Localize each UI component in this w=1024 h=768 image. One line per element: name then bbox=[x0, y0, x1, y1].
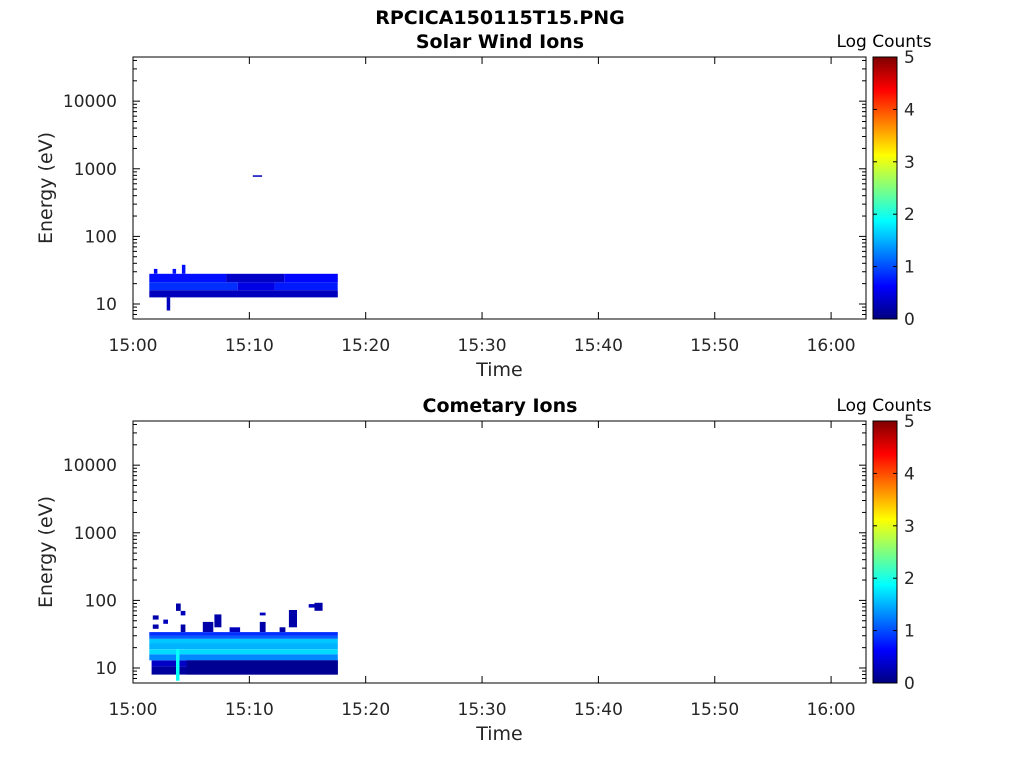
colorbar-label: Log Counts bbox=[836, 396, 931, 416]
y-tick-label: 10 bbox=[95, 295, 117, 315]
heatmap-cell bbox=[163, 619, 168, 624]
heatmap-cell bbox=[180, 624, 186, 633]
colorbar-tick-label: 3 bbox=[904, 517, 915, 537]
heatmap-cell bbox=[152, 615, 159, 620]
x-tick-label: 15:00 bbox=[109, 700, 158, 720]
y-tick-label: 100 bbox=[85, 227, 117, 247]
colorbar-tick-label: 4 bbox=[904, 464, 915, 484]
colorbar-tick-label: 0 bbox=[904, 310, 915, 330]
heatmap-cell bbox=[180, 610, 186, 616]
colorbar-tick-label: 5 bbox=[904, 412, 915, 432]
colorbar-tick-label: 5 bbox=[904, 48, 915, 68]
y-tick-label: 1000 bbox=[74, 524, 117, 544]
panel-title: Solar Wind Ions bbox=[416, 31, 584, 53]
colorbar-tick-label: 2 bbox=[904, 205, 915, 225]
x-tick-label: 16:00 bbox=[807, 336, 856, 356]
x-tick-label: 15:50 bbox=[690, 700, 739, 720]
x-tick-label: 15:30 bbox=[458, 336, 507, 356]
heatmap-cell bbox=[176, 603, 181, 611]
heatmap-cell bbox=[166, 297, 171, 311]
colorbar-tick-label: 0 bbox=[904, 674, 915, 694]
y-axis-label: Energy (eV) bbox=[35, 132, 57, 244]
y-tick-label: 10000 bbox=[63, 456, 117, 476]
y-tick-label: 10000 bbox=[63, 92, 117, 112]
heatmap-cell bbox=[149, 290, 338, 298]
heatmap-cell bbox=[237, 282, 275, 291]
panel-1: Solar Wind Ions 15:00 15:10 15:20 15:30 15:40… bbox=[35, 31, 932, 381]
colorbar-label: Log Counts bbox=[836, 32, 931, 52]
colorbar bbox=[872, 56, 898, 320]
heatmap-cell bbox=[149, 273, 227, 283]
heatmap-cell bbox=[229, 627, 241, 633]
colorbar-tick-label: 1 bbox=[904, 258, 915, 278]
y-axis-label: Energy (eV) bbox=[35, 496, 57, 608]
x-axis-label: Time bbox=[475, 723, 523, 745]
colorbar-tick-label: 2 bbox=[904, 569, 915, 589]
heatmap-cell bbox=[214, 614, 222, 628]
x-tick-label: 15:20 bbox=[341, 336, 390, 356]
heatmap-cell bbox=[181, 264, 186, 274]
y-tick-label: 100 bbox=[85, 591, 117, 611]
heatmap-cells bbox=[149, 175, 338, 311]
x-tick-label: 15:50 bbox=[690, 336, 739, 356]
heatmap-cell bbox=[176, 649, 180, 681]
panel-title: Cometary Ions bbox=[423, 395, 578, 417]
heatmap-cell bbox=[202, 621, 214, 632]
x-tick-label: 15:30 bbox=[458, 700, 507, 720]
heatmap-cell bbox=[252, 175, 263, 177]
heatmap-cell bbox=[226, 273, 285, 283]
heatmap-cell bbox=[259, 612, 266, 616]
x-tick-label: 15:10 bbox=[225, 336, 274, 356]
figure-title: RPCICA150115T15.PNG bbox=[375, 7, 625, 29]
x-axis-label: Time bbox=[475, 359, 523, 381]
heatmap-cell bbox=[149, 635, 338, 639]
heatmap-cell bbox=[149, 649, 338, 655]
x-tick-label: 15:40 bbox=[574, 700, 623, 720]
heatmap-cell bbox=[153, 268, 158, 274]
heatmap-cells bbox=[149, 602, 338, 681]
x-tick-label: 15:10 bbox=[225, 700, 274, 720]
heatmap-cell bbox=[149, 282, 238, 291]
x-tick-label: 16:00 bbox=[807, 700, 856, 720]
heatmap-cell bbox=[149, 654, 338, 661]
y-tick-label: 1000 bbox=[74, 160, 117, 180]
heatmap-cell bbox=[274, 282, 338, 291]
heatmap-cell bbox=[288, 610, 297, 628]
colorbar-tick-label: 4 bbox=[904, 100, 915, 120]
heatmap-cell bbox=[186, 660, 338, 675]
heatmap-cell bbox=[259, 621, 266, 632]
colorbar bbox=[872, 420, 898, 684]
heatmap-cell bbox=[279, 627, 286, 633]
heatmap-cell bbox=[308, 604, 315, 608]
colorbar-tick-label: 1 bbox=[904, 622, 915, 642]
heatmap-cell bbox=[152, 624, 159, 629]
colorbar-tick-label: 3 bbox=[904, 153, 915, 173]
heatmap-cell bbox=[149, 632, 338, 636]
x-tick-label: 15:00 bbox=[109, 336, 158, 356]
heatmap-cell bbox=[149, 638, 338, 644]
plot-frame bbox=[132, 56, 867, 320]
x-tick-label: 15:40 bbox=[574, 336, 623, 356]
y-tick-label: 10 bbox=[95, 659, 117, 679]
heatmap-cell bbox=[314, 602, 323, 611]
heatmap-cell bbox=[284, 273, 338, 283]
heatmap-cell bbox=[172, 268, 177, 274]
heatmap-cell bbox=[149, 643, 338, 650]
x-tick-label: 15:20 bbox=[341, 700, 390, 720]
plot-frame bbox=[132, 420, 867, 684]
